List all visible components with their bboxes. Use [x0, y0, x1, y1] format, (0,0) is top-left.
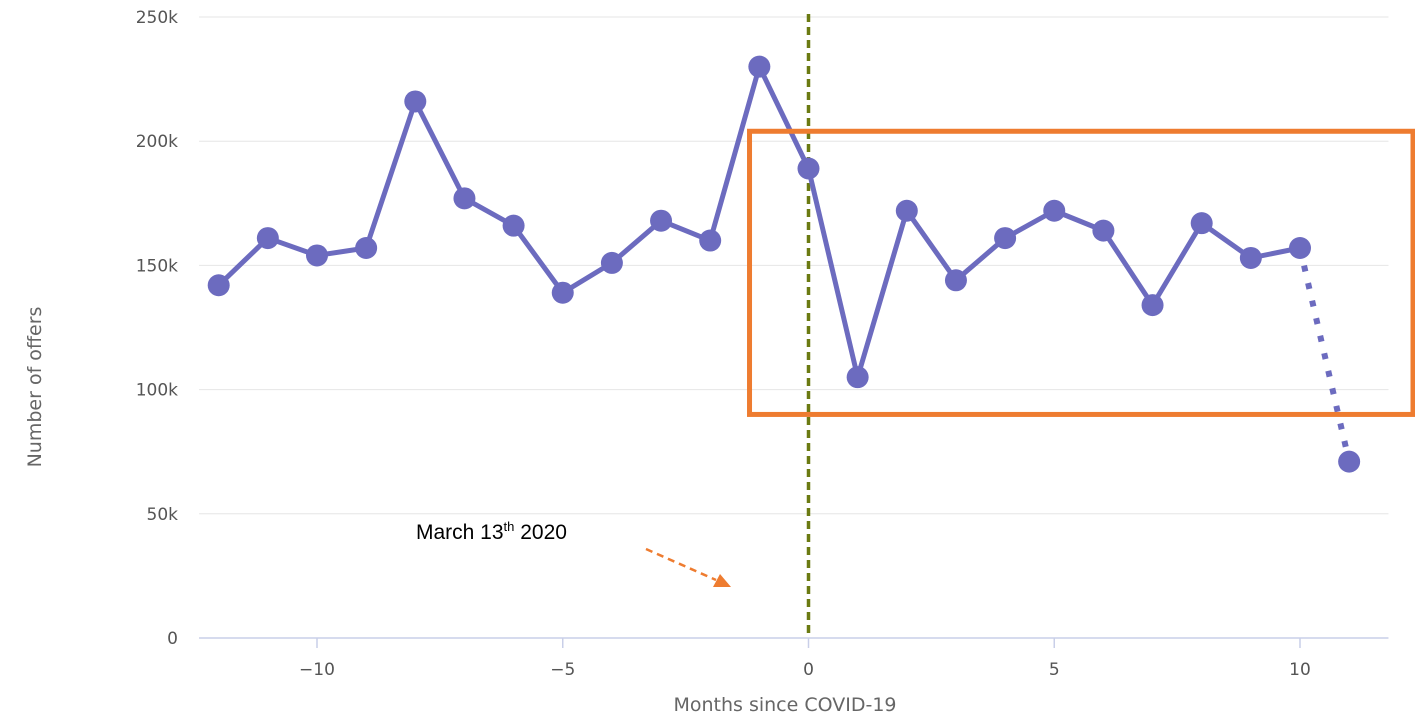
data-point [502, 214, 525, 237]
highlight-box [747, 128, 1415, 417]
data-point [453, 187, 476, 210]
data-point [748, 55, 771, 78]
data-point [355, 237, 378, 260]
data-point [699, 229, 722, 252]
data-point [1190, 212, 1213, 235]
y-tick-label: 0 [167, 629, 178, 649]
data-point [1043, 199, 1066, 222]
y-axis-ticks: 0 50k 100k 150k 200k 250k [136, 8, 178, 649]
data-point [207, 274, 230, 297]
series-offers [207, 55, 1361, 473]
x-tick-label: 10 [1289, 660, 1311, 680]
y-tick-label: 150k [136, 256, 178, 276]
x-axis-ticks: −10 −5 0 5 10 [299, 638, 1311, 680]
y-tick-label: 200k [136, 132, 178, 152]
x-tick-label: −5 [550, 660, 575, 680]
annotation-arrow [645, 547, 717, 582]
annotation-label: March 13th 2020 [416, 519, 567, 544]
annotation-arrowhead [713, 574, 731, 587]
data-point [797, 157, 820, 180]
data-point [1338, 450, 1361, 473]
x-tick-label: 5 [1049, 660, 1060, 680]
date-annotation: March 13th 2020 [416, 519, 731, 587]
data-point [944, 269, 967, 292]
data-point [1092, 219, 1115, 242]
data-point [600, 251, 623, 274]
y-tick-label: 250k [136, 8, 178, 28]
data-point [1289, 237, 1311, 260]
data-point [256, 227, 279, 250]
x-tick-label: 0 [803, 660, 814, 680]
y-tick-label: 100k [136, 381, 178, 401]
y-tick-label: 50k [147, 505, 179, 525]
data-point [846, 366, 869, 389]
data-point [551, 281, 574, 304]
x-axis-title: Months since COVID-19 [673, 694, 896, 716]
grid-lines [199, 16, 1389, 515]
data-point [306, 244, 328, 267]
series-line [216, 64, 1301, 380]
highlight-rect [747, 128, 1415, 417]
data-point [994, 227, 1017, 250]
data-point [404, 90, 427, 113]
data-point [895, 199, 918, 222]
y-axis-title: Number of offers [24, 307, 46, 468]
series-line-projection [1297, 247, 1353, 463]
data-point [650, 209, 673, 232]
data-point [1141, 294, 1164, 317]
x-tick-label: −10 [299, 660, 335, 680]
data-point [1239, 246, 1262, 269]
